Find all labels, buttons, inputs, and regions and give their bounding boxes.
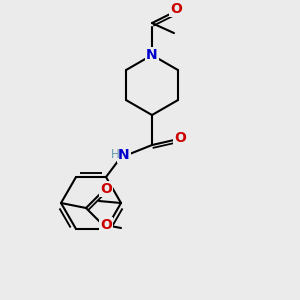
Text: O: O xyxy=(174,131,186,145)
Text: H: H xyxy=(111,148,119,160)
Text: O: O xyxy=(100,218,112,232)
Text: N: N xyxy=(118,148,130,162)
Text: N: N xyxy=(146,48,158,62)
Text: O: O xyxy=(100,182,112,196)
Text: O: O xyxy=(170,2,182,16)
